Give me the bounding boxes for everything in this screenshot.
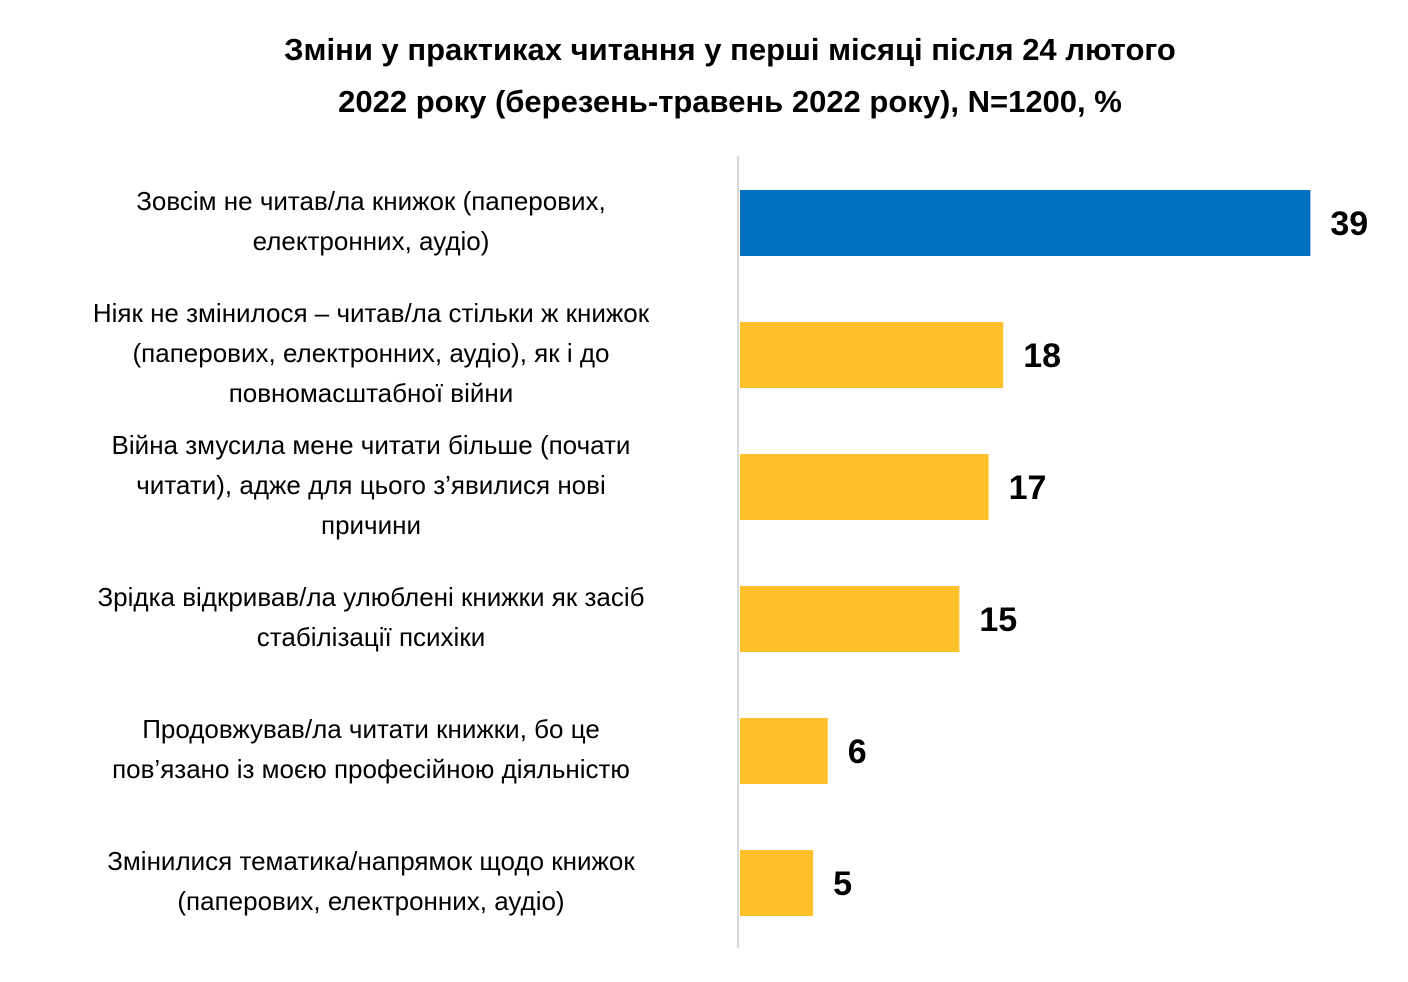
category-label-3-line-1: Війна змусила мене читати більше (почати	[111, 430, 631, 460]
category-label-4: Зрідка відкривав/ла улюблені книжки як з…	[41, 577, 701, 657]
bar-3	[740, 454, 989, 520]
bar-6	[740, 850, 814, 916]
category-label-5-line-1: Продовжував/ла читати книжки, бо це	[142, 714, 600, 744]
chart-title: Зміни у практиках читання у перші місяці…	[0, 24, 1408, 128]
category-label-2-line-2: (паперових, електронних, аудіо), як і до	[132, 338, 610, 368]
bar-1	[740, 190, 1311, 256]
category-label-4-line-1: Зрідка відкривав/ла улюблені книжки як з…	[97, 582, 645, 612]
category-label-1: Зовсім не читав/ла книжок (паперових, еле…	[41, 181, 701, 261]
category-label-6: Змінилися тематика/напрямок щодо книжок (…	[41, 841, 701, 921]
category-label-6-line-2: (паперових, електронних, аудіо)	[177, 886, 565, 916]
chart-title-line-1: Зміни у практиках читання у перші місяці…	[284, 32, 1176, 67]
bar-2	[740, 322, 1004, 388]
category-label-3: Війна змусила мене читати більше (почати…	[41, 425, 701, 545]
category-label-2-line-3: повномасштабної війни	[228, 378, 514, 408]
category-label-1-line-2: електронних, аудіо)	[252, 226, 490, 256]
category-label-1-line-1: Зовсім не читав/ла книжок (паперових,	[136, 186, 606, 216]
category-label-3-line-3: причини	[320, 510, 421, 540]
value-label-1: 39	[1330, 205, 1368, 243]
value-label-2: 18	[1023, 337, 1061, 375]
value-labels: 39 18 17 15 6 5	[833, 205, 1368, 903]
category-label-3-line-2: читати), адже для цього з’явилися нові	[136, 470, 606, 500]
bar-4	[740, 586, 960, 652]
category-label-6-line-1: Змінилися тематика/напрямок щодо книжок	[107, 846, 635, 876]
bars	[740, 190, 1311, 916]
value-label-6: 5	[833, 865, 852, 903]
category-label-5-line-2: пов’язано із моєю професійною діяльністю	[112, 754, 630, 784]
bar-5	[740, 718, 828, 784]
category-label-4-line-2: стабілізації психіки	[256, 622, 486, 652]
category-label-2-line-1: Ніяк не змінилося – читав/ла стільки ж к…	[92, 298, 650, 328]
category-label-5: Продовжував/ла читати книжки, бо це пов’я…	[41, 709, 701, 789]
category-label-2: Ніяк не змінилося – читав/ла стільки ж к…	[41, 293, 701, 413]
value-label-4: 15	[979, 601, 1017, 639]
chart-title-line-2: 2022 року (березень-травень 2022 року), …	[338, 84, 1122, 119]
value-label-3: 17	[1009, 469, 1047, 507]
value-label-5: 6	[848, 733, 867, 771]
